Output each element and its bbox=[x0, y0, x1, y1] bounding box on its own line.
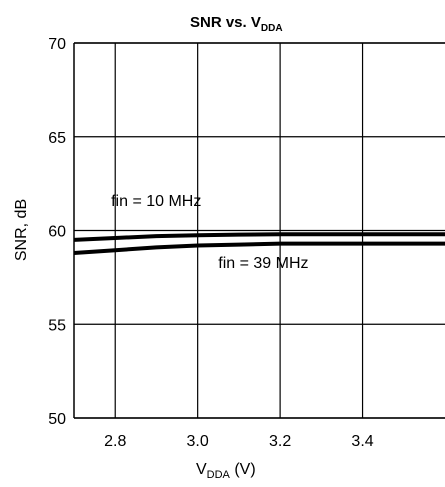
x-tick-label-3: 3.4 bbox=[351, 433, 373, 450]
annotations: fin = 10 MHz fin = 39 MHz bbox=[111, 193, 308, 272]
grid bbox=[74, 42, 445, 419]
series-line-0 bbox=[73, 232, 445, 242]
y-tick-label-0: 50 bbox=[48, 411, 66, 428]
y-tick-label-2: 60 bbox=[48, 224, 66, 241]
annotation-0: fin = 10 MHz bbox=[111, 193, 201, 210]
chart-title: SNR vs. VDDA bbox=[190, 14, 283, 34]
x-tick-label-0: 2.8 bbox=[104, 433, 126, 450]
y-tick-label-3: 65 bbox=[48, 130, 66, 147]
x-axis-label: VDDA (V) bbox=[196, 461, 256, 481]
series-line-1 bbox=[73, 241, 445, 255]
plot-frame bbox=[73, 42, 445, 419]
chart-title-subscript: DDA bbox=[261, 23, 283, 34]
y-axis-label: SNR, dB bbox=[13, 199, 30, 261]
x-axis-label-unit: (V) bbox=[230, 461, 256, 478]
x-tick-labels: 2.8 3.0 3.2 3.4 bbox=[104, 433, 374, 450]
y-tick-label-1: 55 bbox=[48, 317, 66, 334]
x-tick-label-1: 3.0 bbox=[187, 433, 209, 450]
x-axis-label-main: V bbox=[196, 461, 207, 478]
y-tick-labels: 50 55 60 65 70 bbox=[48, 36, 66, 428]
x-axis-label-subscript: DDA bbox=[207, 469, 231, 481]
y-tick-label-4: 70 bbox=[48, 36, 66, 53]
x-tick-label-2: 3.2 bbox=[269, 433, 291, 450]
series-lines bbox=[73, 232, 445, 255]
chart-title-main: SNR vs. V bbox=[190, 14, 261, 31]
annotation-1: fin = 39 MHz bbox=[218, 255, 308, 272]
